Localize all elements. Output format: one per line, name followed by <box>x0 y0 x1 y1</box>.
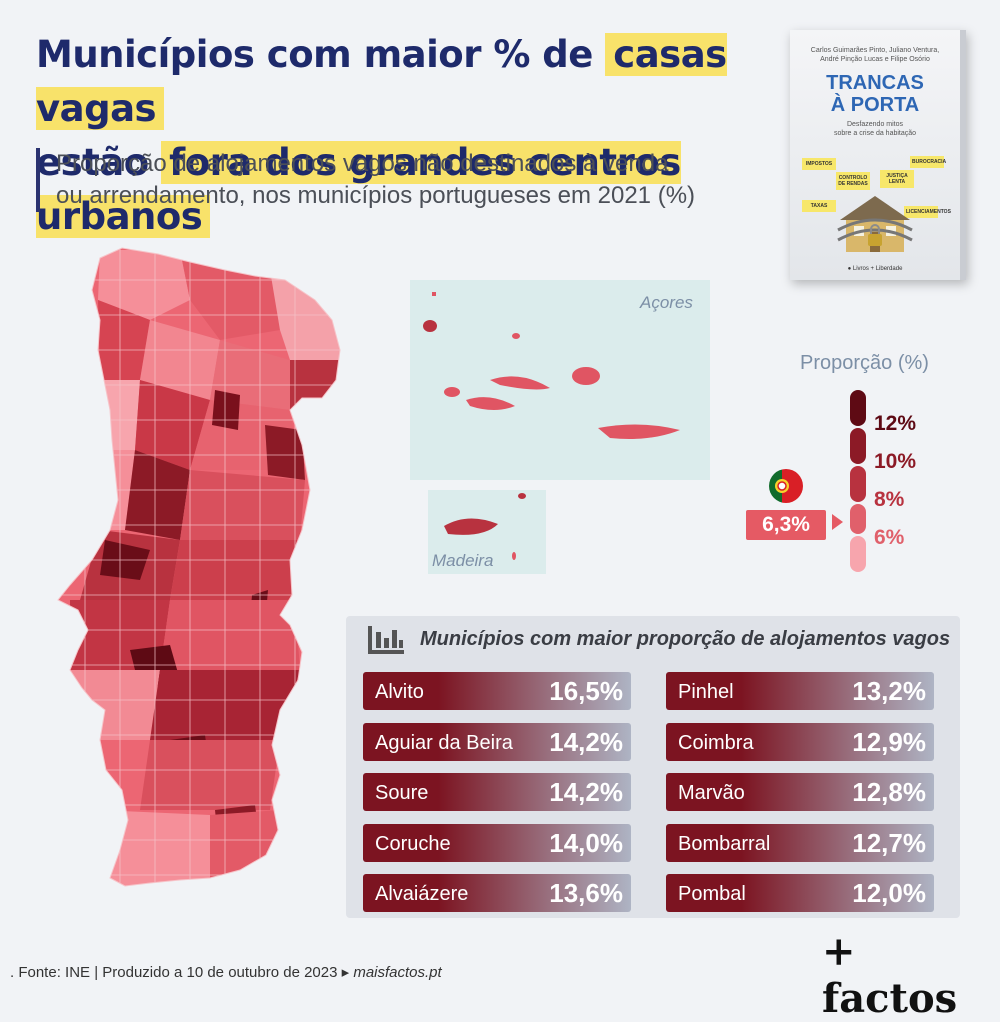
book-note: IMPOSTOS <box>802 158 836 170</box>
book-note: CONTROLO DE RENDAS <box>836 172 870 190</box>
book-authors-line1: Carlos Guimarães Pinto, Juliano Ventura, <box>810 47 940 54</box>
footer-site: maisfactos.pt <box>353 964 442 981</box>
title-line1-start: Municípios com maior % de <box>36 33 593 76</box>
book-subtitle-line1: Desfazendo mitos <box>846 121 904 128</box>
book-cover: Carlos Guimarães Pinto, Juliano Ventura,… <box>790 30 966 280</box>
municipality-value: 12,7% <box>852 827 926 858</box>
municipality-value: 14,0% <box>549 827 623 858</box>
legend-title: Proporção (%) <box>800 352 929 374</box>
municipality-value: 13,6% <box>549 878 623 908</box>
legend-swatch <box>850 428 866 464</box>
book-authors: Carlos Guimarães Pinto, Juliano Ventura,… <box>796 46 954 64</box>
azores-islands-map <box>423 292 680 439</box>
portugal-mainland-map <box>57 247 341 887</box>
book-publishers: ● Livros + Liberdade <box>847 266 903 272</box>
legend-label-8: 8% <box>874 488 905 511</box>
municipality-value: 13,2% <box>852 676 926 706</box>
table-row: Coruche 14,0% <box>363 823 631 862</box>
book-note: TAXAS <box>802 200 836 212</box>
bar-chart-icon <box>368 626 404 654</box>
municipality-name: Pombal <box>678 883 746 905</box>
municipality-value: 12,0% <box>852 878 926 908</box>
subtitle-line1: Proporção de alojamentos vagos não desti… <box>56 150 669 177</box>
subtitle: Proporção de alojamentos vagos não desti… <box>36 148 776 212</box>
municipality-value: 14,2% <box>549 726 623 757</box>
legend-swatch <box>850 466 866 502</box>
portugal-flag-icon <box>769 469 803 503</box>
municipality-value: 12,8% <box>852 777 926 807</box>
book-title-line1: TRANCAS <box>826 72 924 94</box>
table-row: Bombarral 12,7% <box>666 823 934 862</box>
ranking-panel <box>346 616 960 918</box>
municipality-name: Alvaiázere <box>375 883 469 905</box>
table-row: Soure 14,2% <box>363 773 631 811</box>
national-average-pointer <box>832 514 843 530</box>
municipality-value: 14,2% <box>549 777 623 807</box>
title-line2-start: estão <box>36 141 149 184</box>
table-row: Aguiar da Beira 14,2% <box>363 722 631 761</box>
table-row: Alvito 16,5% <box>363 672 631 710</box>
municipality-name: Soure <box>375 782 429 804</box>
page-title: Municípios com maior % de casas vagas es… <box>36 28 776 244</box>
table-row: Pombal 12,0% <box>666 874 934 912</box>
municipality-value: 16,5% <box>549 676 623 706</box>
footer-source: . Fonte: INE | Produzido a 10 de outubro… <box>10 963 442 981</box>
legend-label-10: 10% <box>874 450 917 473</box>
azores-inset <box>410 280 710 480</box>
legend-swatch <box>850 390 866 426</box>
subtitle-line2: ou arrendamento, nos municípios portugue… <box>56 182 696 209</box>
madeira-label: Madeira <box>432 551 494 570</box>
book-subtitle-line2: sobre a crise da habitação <box>833 130 917 137</box>
ranking-title: Municípios com maior proporção de alojam… <box>420 628 951 650</box>
table-row: Alvaiázere 13,6% <box>363 874 631 912</box>
municipality-name: Aguiar da Beira <box>375 731 513 754</box>
book-title-line2: À PORTA <box>830 94 920 116</box>
table-row: Coimbra 12,9% <box>666 722 934 761</box>
table-row: Pinhel 13,2% <box>666 672 934 710</box>
table-row: Marvão 12,8% <box>666 773 934 811</box>
national-average-badge: 6,3% <box>746 510 826 540</box>
brand-logo: + factos <box>822 928 958 1022</box>
book-note: JUSTIÇA LENTA <box>880 170 914 188</box>
book-note: BUROCRACIA <box>910 156 946 168</box>
book-title: TRANCAS À PORTA <box>790 72 960 116</box>
municipality-name: Alvito <box>375 681 424 703</box>
municipality-name: Coimbra <box>678 731 754 754</box>
legend-swatch <box>850 536 866 572</box>
municipality-name: Bombarral <box>678 832 771 855</box>
azores-label: Açores <box>640 293 693 312</box>
madeira-islands-map <box>444 493 526 560</box>
padlocked-house-icon <box>837 196 913 252</box>
municipality-value: 12,9% <box>852 726 926 757</box>
book-authors-line2: André Pinção Lucas e Filipe Osório <box>820 56 930 63</box>
legend-swatch <box>850 504 866 534</box>
footer-source-text: . Fonte: INE | Produzido a 10 de outubro… <box>10 964 350 981</box>
municipality-name: Marvão <box>678 782 745 804</box>
legend-label-6: 6% <box>874 526 905 549</box>
municipality-name: Coruche <box>375 832 451 855</box>
legend-label-12: 12% <box>874 412 917 435</box>
book-note: LICENCIAMENTOS <box>904 206 951 218</box>
book-subtitle: Desfazendo mitos sobre a crise da habita… <box>790 120 960 138</box>
municipality-name: Pinhel <box>678 681 734 703</box>
